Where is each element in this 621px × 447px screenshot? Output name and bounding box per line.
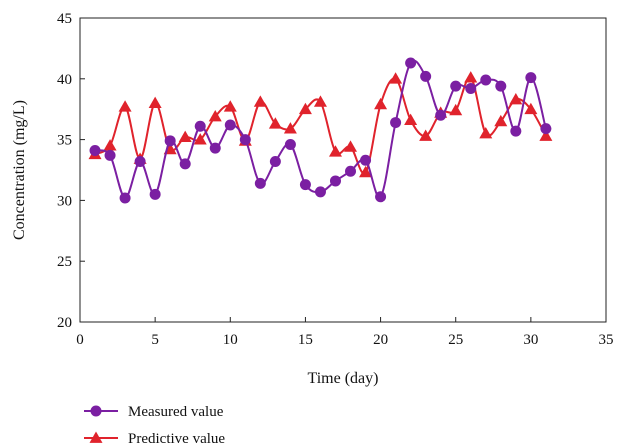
y-tick-label: 45 [57,11,72,27]
data-point [479,127,493,139]
data-point [118,100,132,112]
data-point [268,117,282,129]
data-point [540,123,552,135]
data-point [360,154,372,166]
data-point [89,145,101,157]
data-point [103,139,117,151]
data-point [495,80,507,92]
data-point [359,165,373,178]
data-point [449,103,463,116]
data-point [284,138,296,150]
x-tick-label: 20 [373,332,388,348]
x-tick-label: 5 [151,332,159,348]
x-axis-ticks: 0 5 10 15 20 25 30 35 [76,317,614,348]
data-point [119,192,131,204]
data-point [224,119,236,131]
data-point [329,175,341,187]
legend-label: Measured value [128,404,224,420]
data-point [298,102,312,115]
x-tick-label: 10 [223,332,238,348]
data-point [389,72,403,84]
data-point [194,120,206,132]
data-point [269,155,281,167]
series-line [94,76,547,175]
series-measured-value [89,57,552,204]
legend: Measured value Predictive value [84,404,225,447]
data-point [148,96,162,108]
data-point [390,117,402,129]
legend-item: Predictive value [84,431,225,447]
data-point [104,149,116,161]
y-axis-ticks: 20 25 30 35 40 45 [57,11,85,331]
series-layer [88,57,553,204]
legend-marker [90,405,102,417]
data-point [193,133,207,145]
data-point [344,140,358,152]
legend-marker [89,431,103,443]
data-point [539,129,553,141]
data-point [465,83,477,95]
y-tick-label: 25 [57,254,72,270]
data-point [223,100,237,112]
y-tick-label: 40 [57,72,72,88]
data-point [134,155,146,167]
data-point [254,177,266,189]
data-point [404,113,418,126]
data-point [419,129,433,141]
data-point [178,130,192,143]
y-tick-label: 20 [57,315,72,331]
data-point [435,109,447,121]
y-tick-label: 35 [57,133,72,149]
data-point [253,95,267,107]
plot-frame [79,17,607,323]
data-point [464,71,478,83]
data-point [480,74,492,86]
x-tick-label: 25 [448,332,463,348]
data-point [239,134,251,146]
data-point [164,135,176,147]
data-point [179,158,191,170]
legend-item: Measured value [84,404,224,420]
data-point [208,109,222,122]
x-tick-label: 0 [76,332,84,348]
data-point [328,145,342,157]
legend-label: Predictive value [128,431,225,447]
data-point [420,70,432,82]
x-axis-label: Time (day) [308,370,379,387]
x-tick-label: 35 [599,332,614,348]
data-point [405,57,417,69]
series-predictive-value [88,71,553,178]
data-point [345,165,357,177]
y-axis-label: Concentration (mg/L) [11,100,28,240]
data-point [375,191,387,203]
data-point [149,188,161,200]
data-point [374,97,388,110]
data-point [450,80,462,92]
data-point [525,72,537,84]
data-point [209,142,221,154]
data-point [524,102,538,115]
data-point [313,95,327,107]
data-point [299,179,311,191]
series-line [94,59,547,199]
data-point [510,125,522,137]
data-point [494,114,508,127]
data-point [509,92,523,105]
y-tick-label: 30 [57,193,72,209]
x-tick-label: 30 [523,332,538,348]
x-tick-label: 15 [298,332,313,348]
plot-area [79,17,607,323]
data-point [283,122,297,134]
data-point [314,186,326,198]
